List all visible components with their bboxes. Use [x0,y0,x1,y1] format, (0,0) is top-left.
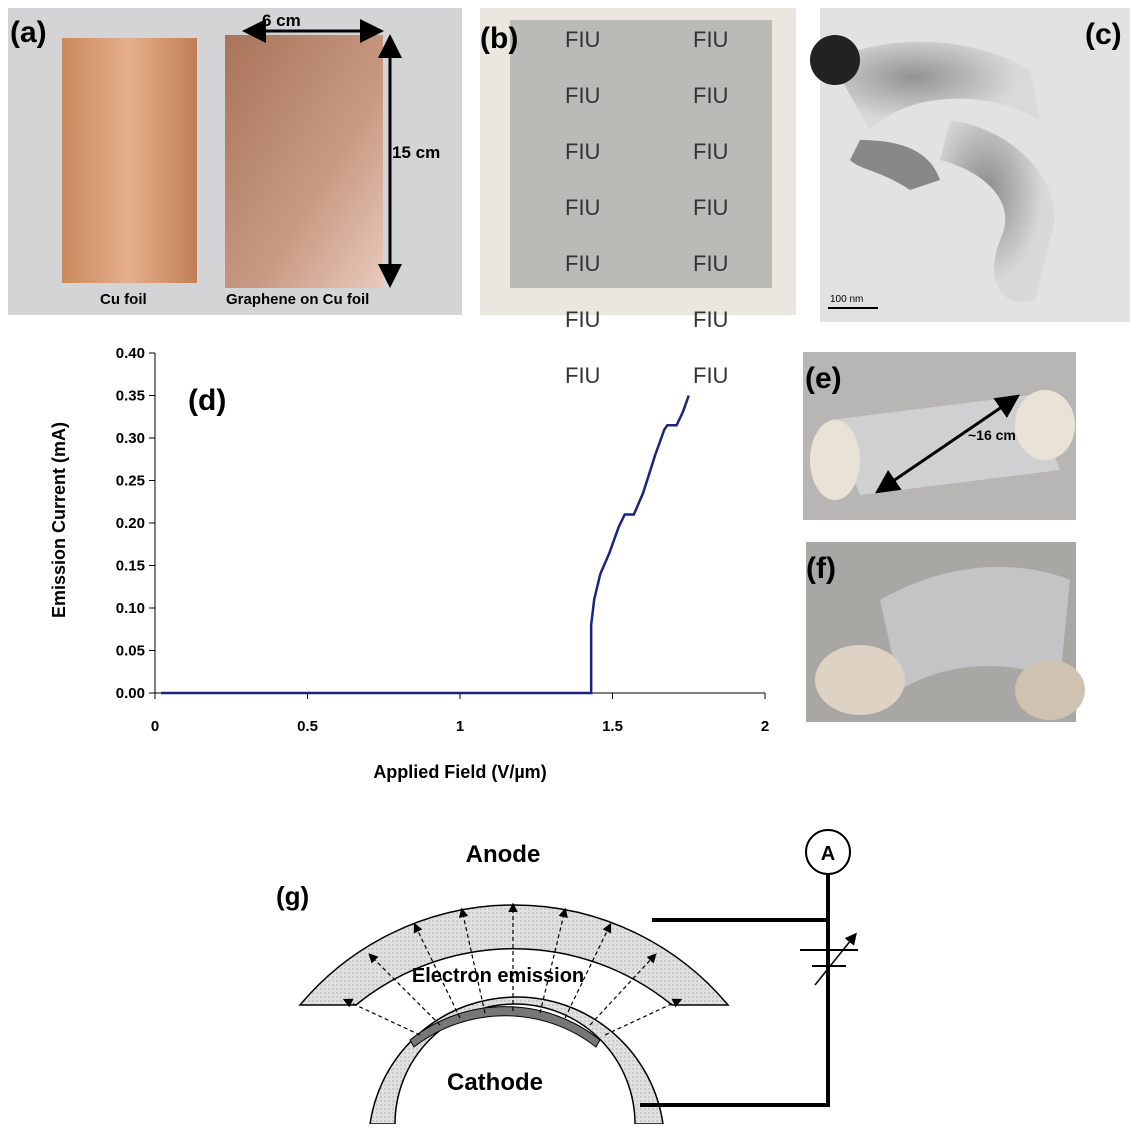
panel-label: (g) [276,881,309,911]
watermark: FIU [693,251,728,276]
y-tick-label: 0.20 [116,515,145,532]
scale-bar: 100 nm [830,294,863,305]
watermark: FIU [693,195,728,220]
watermark: FIU [565,307,600,332]
x-tick-label: 2 [761,718,769,735]
y-tick-label: 0.10 [116,600,145,617]
figure: (a) 6 cm 15 cm Cu foil Graphene on Cu fo… [0,0,1130,1124]
chart-annotation: (d) [188,384,226,417]
length-label: ~16 cm [968,427,1016,443]
panel-c: 100 nm (c) [810,8,1130,322]
cathode-label: Cathode [447,1069,543,1096]
y-tick-label: 0.00 [116,685,145,702]
watermark: FIU [565,251,600,276]
y-tick-label: 0.15 [116,558,145,575]
chart: (d) Applied Field (V/µm) Emission Curren… [49,345,769,782]
watermark: FIU [565,27,600,52]
panel-label: (b) [480,22,518,55]
panel-label: (c) [1085,18,1122,51]
panel-label: (e) [805,362,842,395]
panel-label: (a) [10,16,47,49]
watermark: FIU [693,307,728,332]
watermark: FIU [693,83,728,108]
y-tick-label: 0.30 [116,430,145,447]
watermark: FIU [565,139,600,164]
watermark: FIU [565,195,600,220]
y-tick-label: 0.35 [116,388,145,405]
x-tick-label: 1 [456,718,464,735]
watermark: FIU [565,83,600,108]
caption: Graphene on Cu foil [226,291,369,308]
y-axis-label: Emission Current (mA) [49,422,69,618]
emission-label: Electron emission [412,965,584,987]
height-label: 15 cm [392,143,440,162]
y-tick-label: 0.40 [116,345,145,362]
watermark: FIU [565,363,600,388]
panel-e: ~16 cm (e) [803,352,1076,520]
panel-label: (f) [806,552,836,585]
y-tick-label: 0.05 [116,643,145,660]
watermark: FIU [693,27,728,52]
watermark: FIU [693,363,728,388]
anode-label: Anode [466,841,541,868]
panel-b: (b) FIU FIU FIU FIU FIU FIU FIU FIU FIU FIU FIU FIU… [480,8,796,388]
x-tick-label: 0.5 [297,718,318,735]
watermark: FIU [693,139,728,164]
width-label: 6 cm [262,11,301,30]
caption: Cu foil [100,291,147,308]
panel-f: (f) [806,542,1085,722]
panel-g: A Anode Electron emission Cathode (g) [276,830,858,1124]
x-tick-label: 1.5 [602,718,623,735]
x-tick-label: 0 [151,718,159,735]
x-axis-label: Applied Field (V/µm) [373,762,546,782]
data-line [161,396,689,694]
y-tick-label: 0.25 [116,473,145,490]
meter-label: A [821,843,835,865]
panel-a: (a) 6 cm 15 cm Cu foil Graphene on Cu fo… [8,8,462,315]
